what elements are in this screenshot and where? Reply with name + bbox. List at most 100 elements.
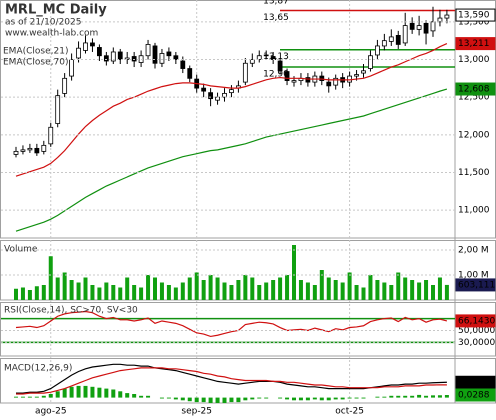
bar: [410, 280, 415, 300]
bar: [417, 282, 422, 300]
level-label: 13,87: [263, 0, 289, 6]
histogram-bar: [125, 393, 130, 398]
candle-body: [347, 75, 353, 83]
candle-body: [444, 14, 450, 19]
bar: [340, 282, 345, 300]
candle-body: [374, 45, 380, 56]
candle-body: [354, 74, 359, 77]
bar: [312, 285, 317, 300]
y-tick-label: 50,0000: [458, 326, 495, 336]
candle-body: [381, 40, 387, 47]
candle-body: [368, 55, 373, 69]
x-tick-label: ago-25: [35, 407, 67, 417]
candle-body: [256, 55, 262, 60]
candle-body: [229, 89, 234, 94]
histogram-bar: [20, 396, 25, 398]
bar: [159, 282, 164, 300]
histogram-bar: [250, 397, 255, 400]
candle-body: [333, 77, 339, 86]
bar: [173, 287, 178, 300]
bar: [215, 277, 220, 300]
bar: [180, 282, 185, 300]
candle-body: [430, 21, 436, 32]
last-value-box: [455, 388, 496, 402]
bar: [305, 282, 310, 300]
bar: [208, 275, 213, 300]
candle-body: [277, 60, 283, 72]
panel-title: Volume: [4, 245, 38, 255]
x-tick-label: oct-25: [335, 407, 364, 417]
bar: [444, 284, 449, 300]
histogram-bar: [111, 389, 116, 398]
histogram-bar: [292, 397, 296, 401]
level-label: 12,90: [263, 70, 289, 80]
histogram-bar: [424, 395, 429, 398]
histogram-bar: [417, 394, 422, 398]
bar: [285, 275, 290, 300]
bar: [333, 280, 338, 300]
candle-body: [34, 147, 40, 154]
histogram-bar: [236, 397, 241, 403]
histogram-bar: [90, 386, 95, 398]
candle-body: [222, 92, 227, 98]
bar: [271, 280, 276, 300]
bar: [361, 287, 366, 300]
bar: [111, 285, 116, 300]
last-value-box: [455, 8, 496, 22]
bar: [229, 285, 234, 300]
histogram-bar: [201, 397, 206, 403]
bar: [27, 290, 32, 300]
series-line: [15, 43, 448, 177]
y-tick-label: 1,00 M: [458, 271, 489, 281]
candle-body: [416, 25, 422, 30]
bar: [375, 280, 380, 300]
plot-area: [14, 363, 449, 403]
bar: [298, 280, 303, 300]
panel-title: RSI(Close,14), SC>70, SV<30: [4, 306, 138, 316]
last-value-label: 0,1704: [458, 378, 490, 388]
candle-body: [291, 80, 297, 83]
candle-body: [249, 59, 255, 64]
y-tick-label: 12,000: [458, 130, 490, 140]
candle-body: [124, 57, 130, 60]
bar: [118, 287, 123, 300]
histogram-bar: [139, 395, 144, 398]
bar: [403, 277, 408, 300]
bar: [97, 287, 102, 300]
last-value-label: 12,608: [458, 85, 490, 95]
histogram-bar: [173, 397, 178, 400]
histogram-bar: [55, 391, 60, 398]
candle-body: [110, 51, 116, 62]
histogram-bar: [319, 397, 324, 401]
level-label: 13,65: [263, 13, 289, 23]
histogram-bar: [187, 397, 192, 402]
bar: [34, 286, 39, 300]
bar: [250, 277, 255, 300]
histogram-bar: [208, 397, 213, 403]
histogram-bar: [166, 397, 171, 399]
histogram-bar: [104, 388, 109, 398]
bar: [62, 272, 67, 300]
histogram-bar: [285, 397, 290, 400]
y-tick-label: 11,500: [458, 168, 490, 178]
y-tick-label: 2,00 M: [458, 246, 489, 256]
last-value-box: [455, 375, 496, 389]
y-tick-label: 30,0000: [458, 338, 495, 348]
candle-body: [41, 144, 47, 152]
histogram-bar: [69, 386, 74, 398]
histogram-bar: [83, 385, 88, 398]
histogram-bar: [264, 397, 269, 399]
bar: [382, 282, 387, 300]
histogram-bar: [437, 395, 442, 398]
bar: [90, 285, 95, 300]
legend-entry: EMA(Close,70): [3, 58, 68, 68]
x-tick-label: sep-25: [181, 407, 212, 417]
histogram-bar: [403, 395, 408, 398]
candle-body: [201, 87, 207, 92]
bar: [368, 275, 373, 300]
candle-body: [402, 25, 408, 44]
bar: [104, 282, 109, 300]
bar: [437, 277, 442, 300]
source: www.wealth-lab.com: [5, 29, 98, 39]
